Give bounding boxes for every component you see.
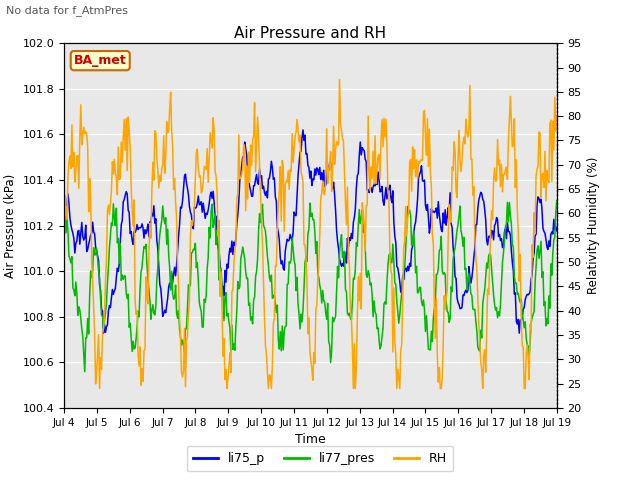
li75_p [465,264,473,270]
RH [336,77,344,83]
li75_p [60,212,68,218]
RH [553,113,561,119]
li77_pres [465,271,473,276]
RH [355,298,363,304]
Title: Air Pressure and RH: Air Pressure and RH [234,25,387,41]
li75_p [328,166,335,172]
Line: RH: RH [64,80,557,388]
li77_pres [355,222,362,228]
Text: No data for f_AtmPres: No data for f_AtmPres [6,5,129,16]
RH [466,83,474,88]
li77_pres [328,348,335,354]
li75_p [355,170,362,176]
RH [543,168,551,173]
li75_p [515,330,523,336]
RH [96,385,104,391]
RH [60,250,68,255]
li75_p [297,148,305,154]
RH [328,188,335,194]
li75_p [299,127,307,133]
RH [295,139,303,145]
li75_p [294,173,302,179]
li77_pres [295,311,303,317]
X-axis label: Time: Time [295,433,326,446]
li77_pres [542,323,550,329]
li77_pres [81,369,88,374]
RH [298,173,306,179]
Y-axis label: Air Pressure (kPa): Air Pressure (kPa) [4,173,17,278]
li77_pres [553,198,561,204]
Legend: li75_p, li77_pres, RH: li75_p, li77_pres, RH [187,446,453,471]
Text: BA_met: BA_met [74,54,127,67]
li75_p [553,228,561,234]
li77_pres [60,217,68,223]
Y-axis label: Relativity Humidity (%): Relativity Humidity (%) [587,157,600,294]
li75_p [543,244,551,250]
Line: li77_pres: li77_pres [64,201,557,372]
li77_pres [298,319,306,325]
Line: li75_p: li75_p [64,130,557,333]
